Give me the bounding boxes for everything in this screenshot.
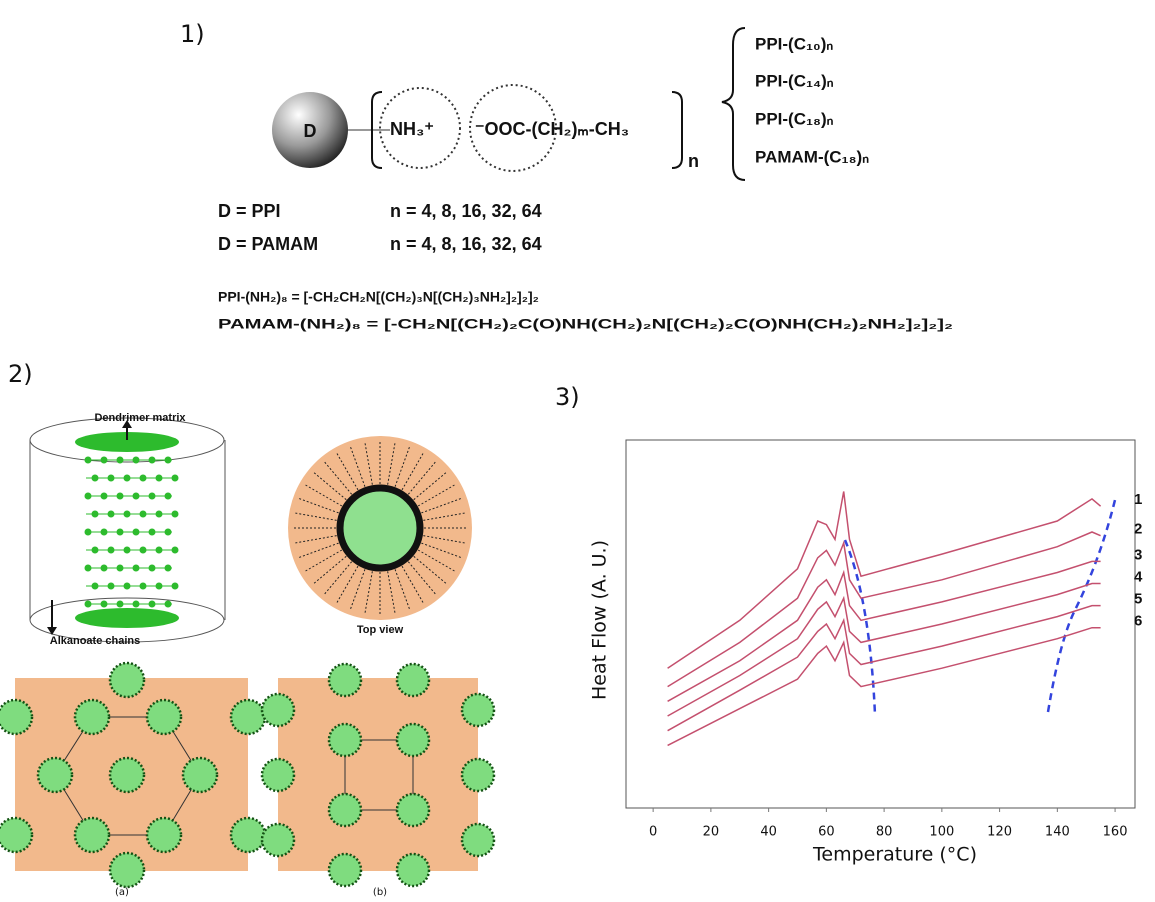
amine: NH₃⁺ — [390, 119, 434, 139]
dendrimer-column — [262, 759, 294, 791]
dsc-chart: Temperature (°C) Heat Flow (A. U.) 0 20 40… — [589, 440, 1144, 866]
dendrimer-column — [231, 700, 265, 734]
definition: D = PAMAM — [218, 234, 318, 254]
plot-frame — [626, 440, 1135, 808]
formula: PPI-(NH₂)₈ = [-CH₂CH₂N[(CH₂)₃N[(CH₂)₃NH₂… — [218, 289, 539, 305]
dendrimer-column — [0, 700, 32, 734]
curve-label: 5 — [1134, 591, 1142, 608]
core-label: D — [304, 121, 317, 141]
formula: PAMAM-(NH₂)₈ = [-CH₂N[(CH₂)₂C(O)NH(CH₂)₂… — [218, 316, 953, 332]
product: PPI-(C₁₄)ₙ — [755, 71, 834, 90]
x-axis-title: Temperature (°C) — [812, 844, 977, 866]
curve-label: 6 — [1134, 613, 1142, 630]
curve-label: 4 — [1134, 568, 1143, 585]
x-tick-label: 0 — [649, 825, 657, 840]
page: 1) 2) 3) D NH₃⁺ ⁻OOC-(CH₂)ₘ-CH₃ n PPI-(C… — [0, 0, 1155, 902]
dendrimer-column — [462, 824, 494, 856]
dendrimer-column — [75, 700, 109, 734]
dendrimer-column — [231, 818, 265, 852]
dendrimer-column — [462, 759, 494, 791]
dendrimer-column — [397, 724, 429, 756]
cylinder — [30, 440, 225, 620]
transition-guide — [1048, 500, 1115, 712]
diagram-label: Dendrimer matrix — [94, 412, 186, 424]
network-node — [172, 547, 179, 554]
figure: 1) 2) 3) D NH₃⁺ ⁻OOC-(CH₂)ₘ-CH₃ n PPI-(C… — [0, 0, 1155, 902]
dsc-curve — [668, 492, 1101, 669]
network-node — [172, 583, 179, 590]
brace — [722, 28, 745, 180]
dendrimer-column — [397, 664, 429, 696]
dendrimer-column — [329, 794, 361, 826]
square-pattern — [278, 678, 478, 871]
diagram-label: Alkanoate chains — [50, 635, 140, 647]
dendrimer-column — [147, 700, 181, 734]
definition: n = 4, 8, 16, 32, 64 — [390, 234, 542, 254]
dendrimer-column — [329, 854, 361, 886]
diagrams: Dendrimer matrix Alkanoate chains Top vi… — [0, 412, 494, 898]
dendrimer-column — [75, 818, 109, 852]
dsc-curve — [668, 584, 1101, 717]
dendrimer-column — [397, 794, 429, 826]
dendrimer-column — [147, 818, 181, 852]
dendrimer-column — [262, 694, 294, 726]
x-tick-label: 120 — [987, 825, 1012, 840]
x-tick-label: 160 — [1103, 825, 1128, 840]
dendrimer-column — [0, 818, 32, 852]
repeat: n — [688, 151, 699, 171]
product: PAMAM-(C₁₈)ₙ — [755, 147, 869, 166]
dendrimer-column — [462, 694, 494, 726]
x-tick-label: 80 — [876, 825, 893, 840]
dsc-curve — [668, 532, 1101, 687]
y-axis-title: Heat Flow (A. U.) — [589, 540, 611, 700]
arrow — [47, 627, 57, 635]
network-node — [172, 475, 179, 482]
curve-label: 2 — [1134, 521, 1142, 538]
caption: (b) — [373, 887, 387, 898]
x-tick-label: 60 — [818, 825, 835, 840]
x-tick-label: 20 — [703, 825, 720, 840]
dendrimer-column — [110, 853, 144, 887]
curve-label: 1 — [1134, 491, 1142, 508]
dendrimer-column — [110, 663, 144, 697]
panel-label: 1) — [180, 20, 205, 48]
definition: n = 4, 8, 16, 32, 64 — [390, 201, 542, 221]
x-tick-label: 40 — [760, 825, 777, 840]
dsc-curve — [668, 628, 1101, 746]
dendrimer-column — [110, 758, 144, 792]
dendrimer-column — [329, 664, 361, 696]
x-tick-label: 140 — [1045, 825, 1070, 840]
network-node — [172, 511, 179, 518]
product: PPI-(C₁₀)ₙ — [755, 34, 833, 53]
x-tick-label: 100 — [929, 825, 954, 840]
panel-label: 3) — [555, 383, 580, 411]
panel-label: 2) — [8, 360, 33, 388]
acid: ⁻OOC-(CH₂)ₘ-CH₃ — [475, 119, 629, 139]
curve-label: 3 — [1134, 546, 1142, 563]
dendrimer-column — [329, 724, 361, 756]
cylinder-disc — [75, 608, 179, 628]
definition: D = PPI — [218, 201, 281, 221]
diagram-label: Top view — [357, 624, 404, 636]
product: PPI-(C₁₈)ₙ — [755, 109, 834, 128]
dendrimer-column — [38, 758, 72, 792]
scheme: D NH₃⁺ ⁻OOC-(CH₂)ₘ-CH₃ n PPI-(C₁₀)ₙ PPI-… — [218, 28, 953, 332]
caption: (a) — [115, 887, 129, 898]
dendrimer-column — [262, 824, 294, 856]
dendrimer-column — [397, 854, 429, 886]
dendrimer-column — [183, 758, 217, 792]
top-view-core — [340, 488, 420, 568]
bracket — [672, 92, 682, 168]
